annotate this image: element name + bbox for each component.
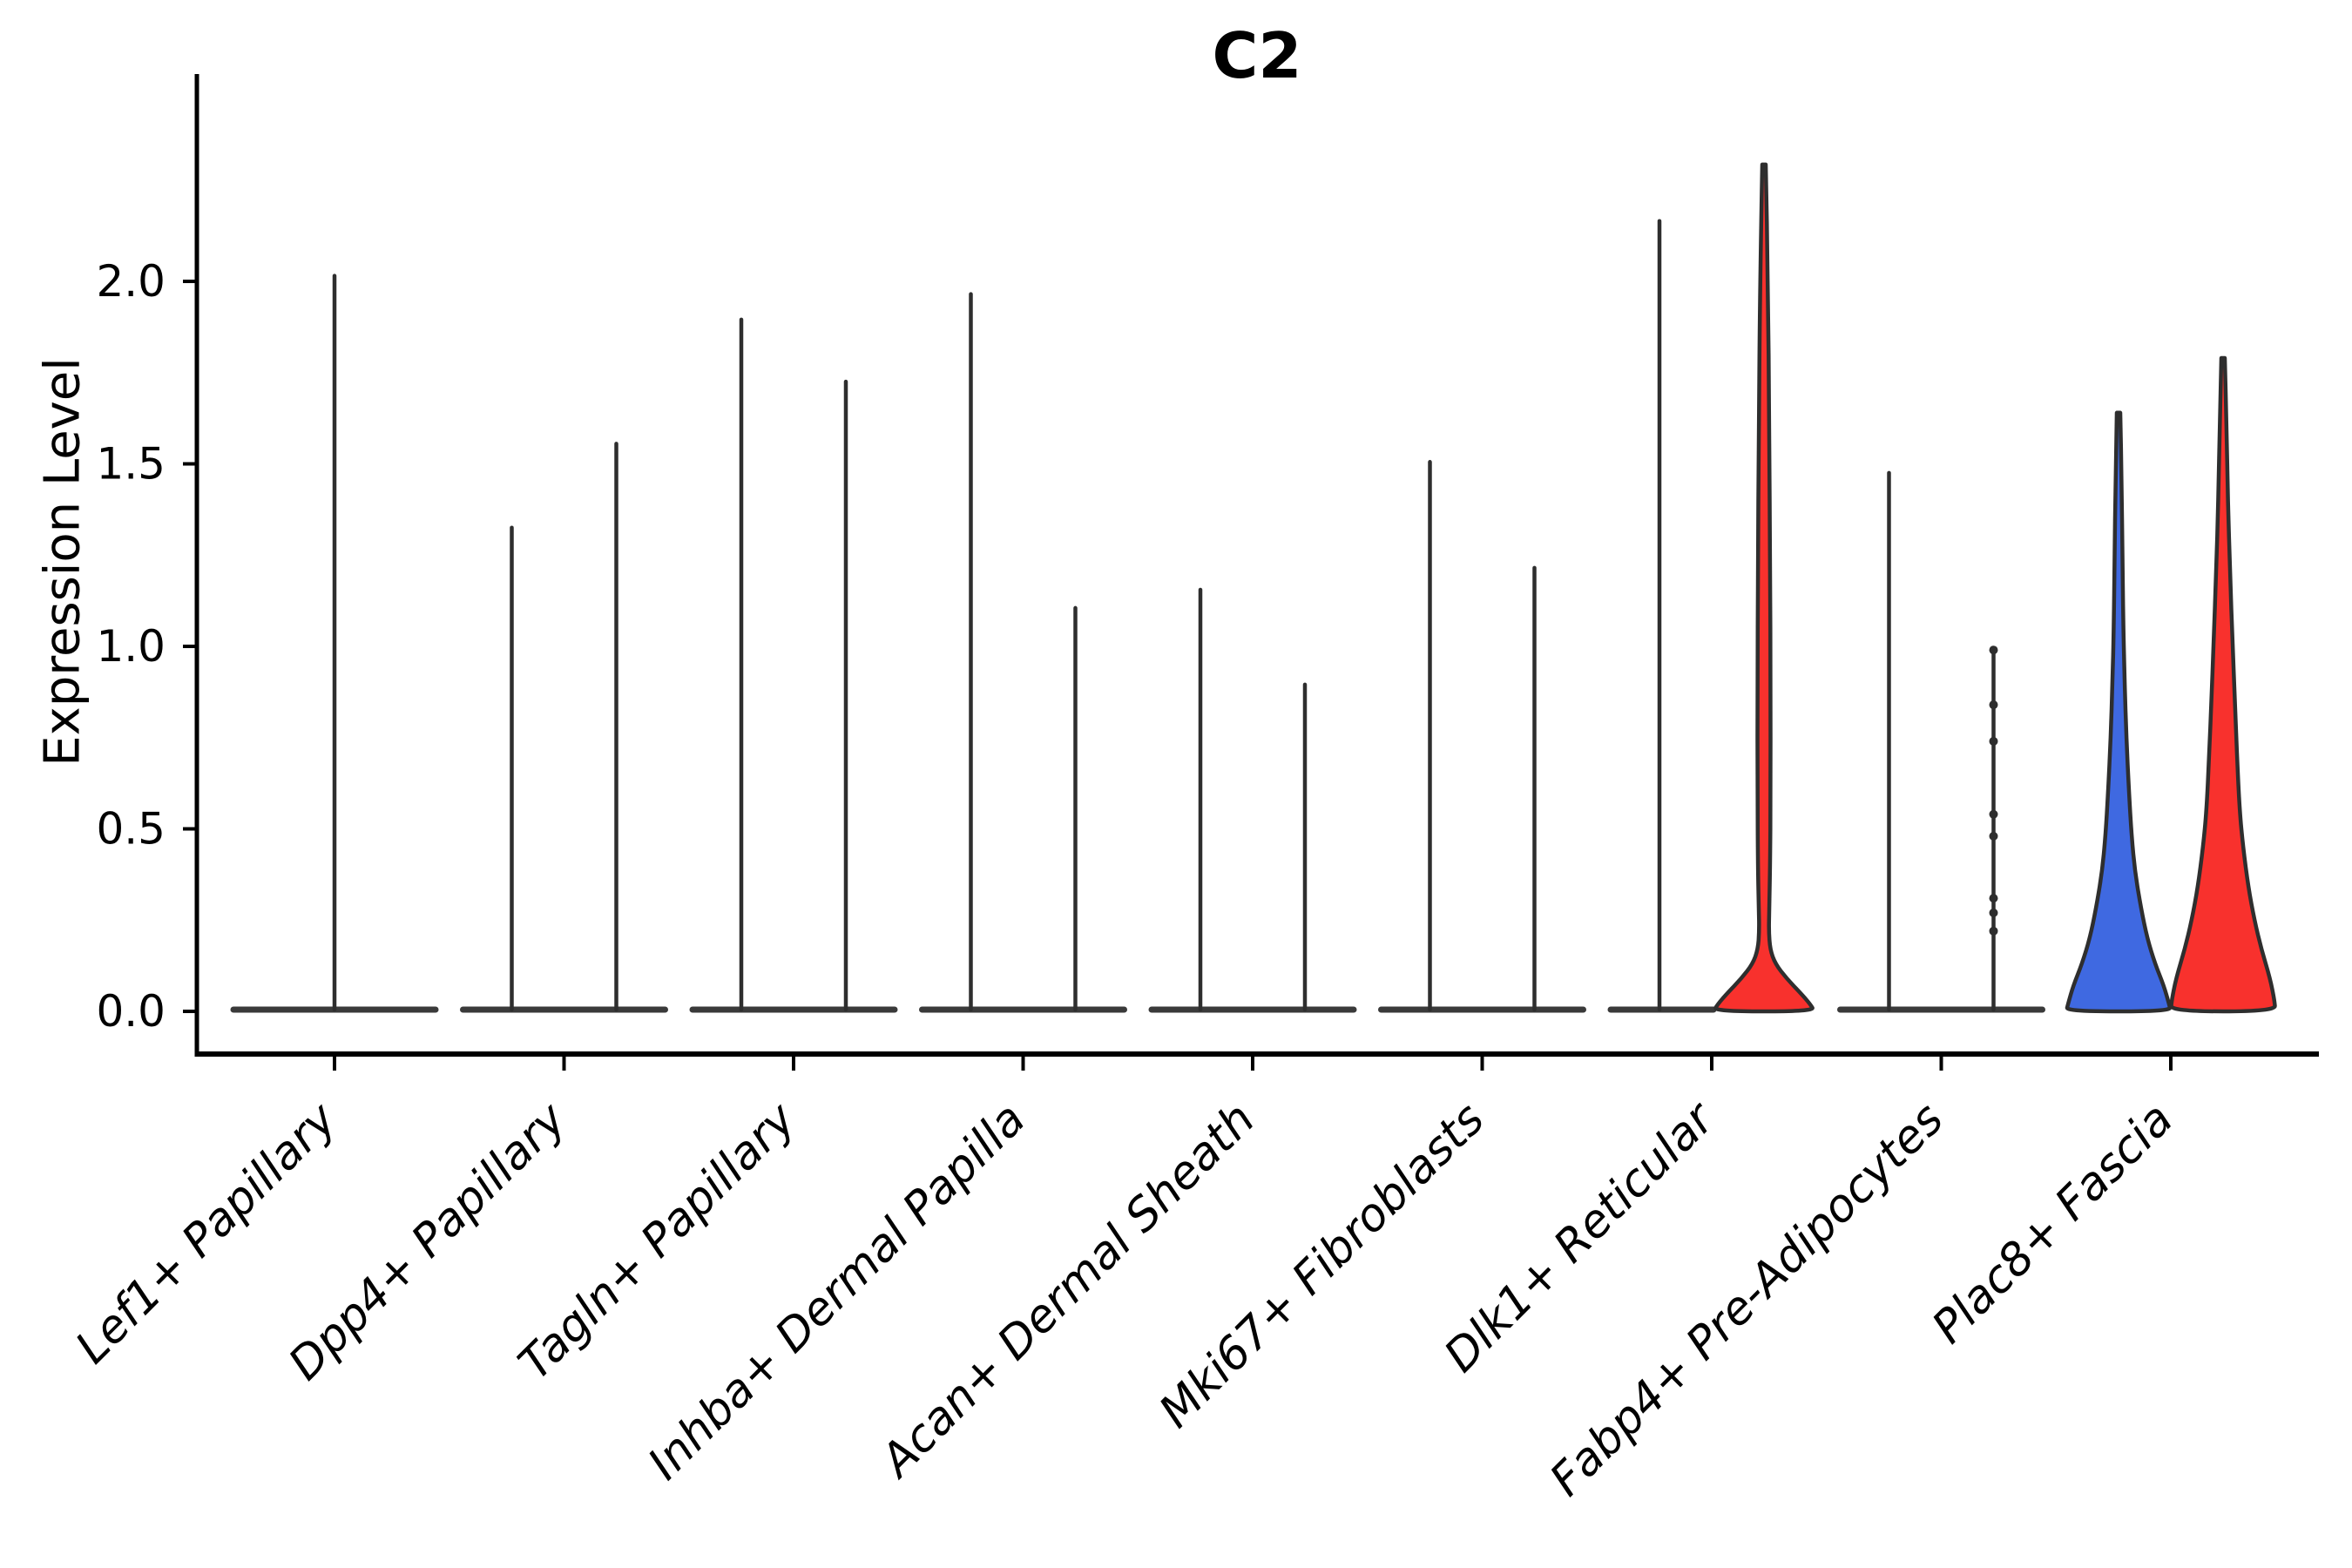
- y-tick-label: 0.5: [96, 804, 166, 855]
- violin-body-blue: [2065, 410, 2173, 1014]
- y-tick-label: 1.0: [96, 621, 166, 672]
- data-point-dot: [1989, 908, 1998, 917]
- violin-body-red: [1713, 162, 1815, 1014]
- data-point-dot: [1989, 894, 1998, 903]
- data-point-dot: [1989, 645, 1998, 655]
- y-tick-label: 1.5: [96, 439, 166, 490]
- data-point-dot: [1989, 831, 1998, 841]
- y-tick-label: 0.0: [96, 986, 166, 1037]
- x-tick-label: Inhba+ Dermal Papilla: [639, 1093, 1036, 1490]
- y-tick-label: 2.0: [96, 256, 166, 307]
- chart-title: C2: [1212, 19, 1302, 92]
- x-tick-label: Fabp4+ Pre-Adipocytes: [1540, 1093, 1954, 1507]
- x-tick-label: Acan+ Dermal Sheath: [869, 1093, 1265, 1489]
- violin-body-red: [2169, 355, 2277, 1014]
- x-tick-label: Plac8+ Fascia: [1923, 1093, 2183, 1354]
- data-point-dot: [1989, 809, 1998, 819]
- data-point-dot: [1989, 736, 1998, 746]
- data-point-dot: [1989, 700, 1998, 710]
- data-point-dot: [1989, 926, 1998, 936]
